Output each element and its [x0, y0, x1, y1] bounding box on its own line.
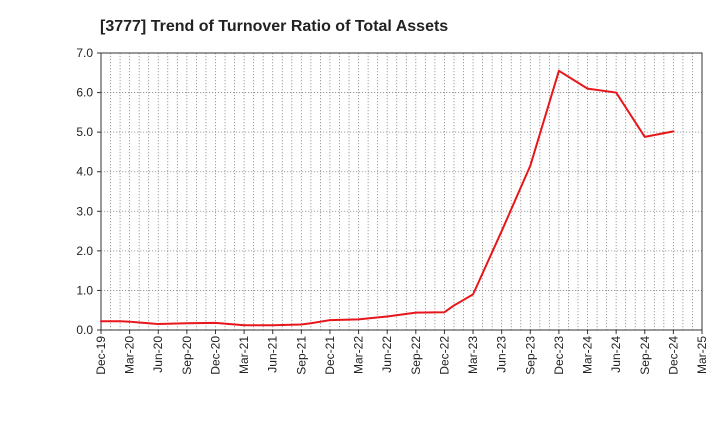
x-tick-label: Dec-21 [323, 336, 337, 375]
x-tick-label: Sep-24 [638, 336, 652, 375]
x-tick-label: Mar-21 [237, 336, 251, 374]
y-tick-label: 5.0 [76, 125, 93, 139]
x-tick-label: Sep-21 [294, 336, 308, 375]
x-tick-label: Jun-22 [380, 336, 394, 373]
x-tick-label: Sep-22 [409, 336, 423, 375]
x-tick-label: Dec-24 [666, 336, 680, 375]
y-tick-label: 1.0 [76, 283, 93, 297]
x-tick-label: Jun-23 [495, 336, 509, 373]
x-tick-label: Dec-22 [437, 336, 451, 375]
y-tick-label: 4.0 [76, 165, 93, 179]
x-tick-label: Sep-23 [523, 336, 537, 375]
x-tick-label: Dec-19 [94, 336, 108, 375]
y-tick-label: 7.0 [76, 46, 93, 60]
x-tick-label: Dec-20 [208, 336, 222, 375]
plot-area: 0.0 1.0 2.0 3.0 4.0 5.0 6.0 7.0 Dec-19 Mar-20 Jun-… [76, 46, 709, 375]
x-tick-label: Sep-20 [180, 336, 194, 375]
y-tick-label: 6.0 [76, 86, 93, 100]
x-tick-label: Jun-24 [609, 336, 623, 373]
x-tick-label: Mar-24 [581, 336, 595, 374]
x-tick-label: Mar-25 [695, 336, 709, 374]
x-tick-label: Jun-20 [151, 336, 165, 373]
x-tick-label: Mar-22 [352, 336, 366, 374]
x-tick-label: Jun-21 [266, 336, 280, 373]
y-tick-label: 2.0 [76, 244, 93, 258]
y-tick-label: 0.0 [76, 323, 93, 337]
x-tick-label: Mar-23 [466, 336, 480, 374]
x-tick-label: Mar-20 [123, 336, 137, 374]
y-tick-label: 3.0 [76, 204, 93, 218]
chart-title: [3777] Trend of Turnover Ratio of Total … [100, 18, 448, 35]
x-tick-label: Dec-23 [552, 336, 566, 375]
plot-frame [100, 52, 703, 331]
